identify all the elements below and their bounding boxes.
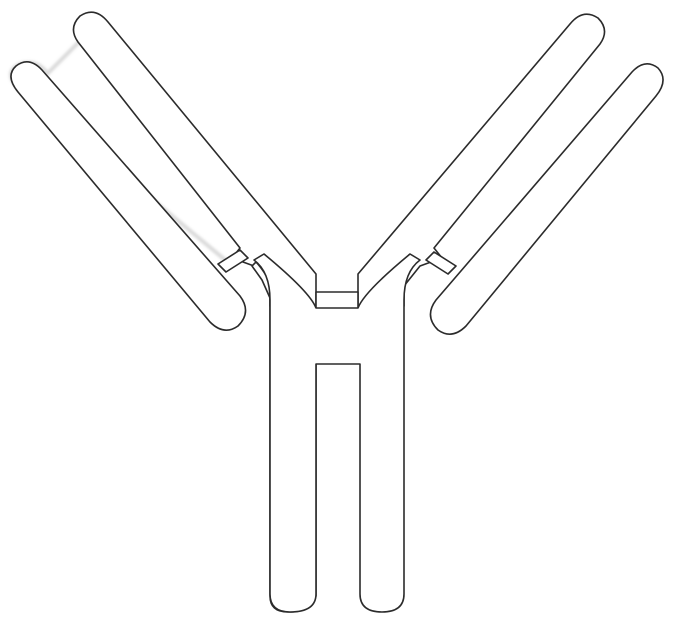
right-light-chain [429, 63, 664, 335]
left-light-chain [10, 61, 247, 331]
right-hinge-gap [425, 251, 457, 275]
left-hinge-gap [217, 249, 249, 273]
stem-left-bar [253, 253, 421, 613]
